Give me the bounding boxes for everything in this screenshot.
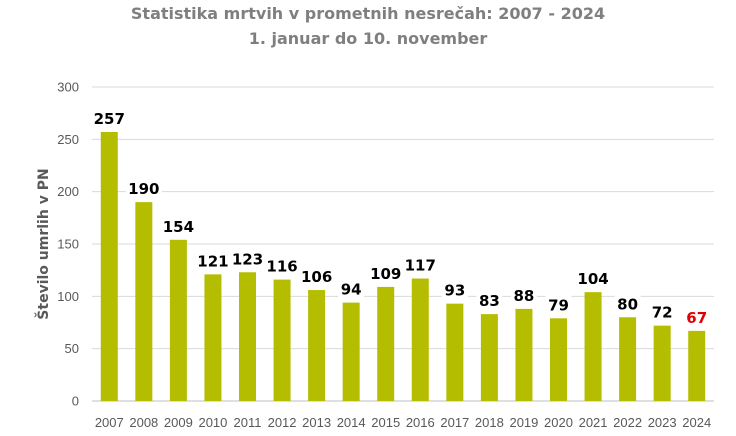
bar-2018 <box>480 314 498 401</box>
bar-2023 <box>653 325 671 401</box>
bar-2019 <box>515 308 533 401</box>
bar-2009 <box>169 239 187 401</box>
data-label-background <box>264 256 301 276</box>
bar-2020 <box>550 318 567 401</box>
bar-2021 <box>584 292 602 401</box>
data-label-background <box>545 295 572 315</box>
y-tick-label: 250 <box>57 132 79 147</box>
data-label-2013: 106 <box>301 268 332 286</box>
x-axis-ticks: 2007 2008 2009 2010 2011 2012 2013 2014 2015 2016… <box>95 415 711 430</box>
data-label-2017: 93 <box>444 282 465 300</box>
bar-2016 <box>411 278 429 401</box>
x-tick-label: 2010 <box>198 415 227 430</box>
x-tick-label: 2011 <box>234 415 262 430</box>
x-tick-label: 2008 <box>129 415 158 430</box>
y-axis-label: Število umrlih v PN <box>34 168 52 319</box>
bar-2007 <box>100 132 118 402</box>
data-label-background <box>125 179 162 199</box>
data-label-2024: 67 <box>686 309 707 327</box>
x-tick-label: 2007 <box>95 415 124 430</box>
data-label-background <box>194 251 231 271</box>
bar-2011 <box>239 272 256 401</box>
data-label-2008: 190 <box>128 180 159 198</box>
gridlines <box>92 86 714 402</box>
data-label-background <box>649 302 676 322</box>
data-label-background <box>683 307 710 327</box>
x-tick-label: 2013 <box>302 415 331 430</box>
x-tick-label: 2018 <box>475 415 504 430</box>
y-axis-ticks: 0 50 100 150 200 250 300 <box>57 80 79 409</box>
data-label-2012: 116 <box>266 258 297 276</box>
data-label-2022: 80 <box>617 295 638 313</box>
data-label-background <box>510 285 537 305</box>
data-label-2010: 121 <box>197 252 228 270</box>
y-tick-label: 0 <box>72 394 79 409</box>
bar-2008 <box>135 202 153 401</box>
x-tick-label: 2023 <box>648 415 677 430</box>
bar-2022 <box>619 317 637 401</box>
y-tick-label: 100 <box>57 289 79 304</box>
data-label-background <box>476 291 503 311</box>
bar-2024 <box>688 330 706 401</box>
y-tick-label: 150 <box>57 237 79 252</box>
x-tick-label: 2020 <box>544 415 573 430</box>
bar-2014 <box>342 302 360 401</box>
data-label-background <box>229 249 266 269</box>
data-label-background <box>441 280 468 300</box>
data-label-2023: 72 <box>652 304 673 322</box>
data-label-background <box>160 216 197 236</box>
bar-2015 <box>377 286 395 401</box>
x-tick-label: 2016 <box>406 415 435 430</box>
data-label-background <box>367 263 404 283</box>
data-label-background <box>575 269 612 289</box>
data-label-2009: 154 <box>163 218 194 236</box>
bar-2012 <box>273 279 291 401</box>
x-tick-label: 2012 <box>268 415 297 430</box>
bar-2013 <box>308 290 326 401</box>
data-label-2007: 257 <box>94 110 125 128</box>
data-label-background <box>402 255 439 275</box>
data-label-2011: 123 <box>232 250 263 268</box>
data-label-background <box>338 279 365 299</box>
data-label-2016: 117 <box>405 257 436 275</box>
bars <box>100 132 706 402</box>
x-tick-label: 2015 <box>371 415 400 430</box>
data-label-2020: 79 <box>548 296 569 314</box>
y-tick-label: 300 <box>57 80 79 95</box>
y-tick-label: 200 <box>57 184 79 199</box>
data-label-2021: 104 <box>577 270 608 288</box>
x-tick-label: 2022 <box>613 415 642 430</box>
x-tick-label: 2024 <box>682 415 711 430</box>
bar-2017 <box>446 303 464 401</box>
bar-2010 <box>204 274 222 401</box>
x-tick-label: 2017 <box>440 415 469 430</box>
data-label-2014: 94 <box>341 281 362 299</box>
x-tick-label: 2019 <box>509 415 538 430</box>
x-tick-label: 2021 <box>579 415 608 430</box>
chart-subtitle: 1. januar do 10. november <box>248 29 488 48</box>
x-tick-label: 2014 <box>337 415 366 430</box>
data-label-background <box>91 109 128 129</box>
data-label-background <box>614 294 641 314</box>
data-label-2019: 88 <box>514 287 535 305</box>
data-label-2015: 109 <box>370 265 401 283</box>
y-tick-label: 50 <box>65 341 79 356</box>
data-label-2018: 83 <box>479 292 500 310</box>
data-label-background <box>298 267 335 287</box>
x-tick-label: 2009 <box>164 415 193 430</box>
chart-title: Statistika mrtvih v prometnih nesrečah: … <box>130 4 606 23</box>
